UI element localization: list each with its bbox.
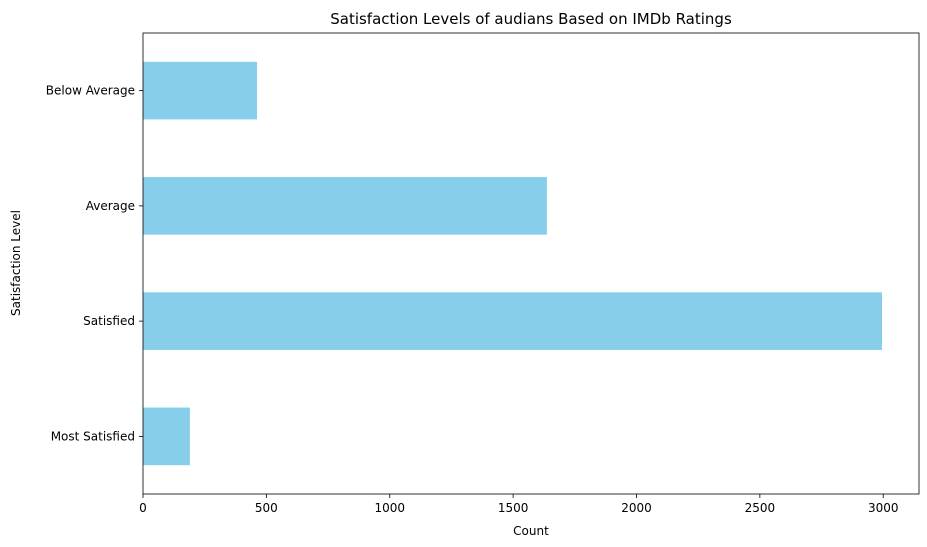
y-ticks: Below Average Average Satisfied Most Satisf…	[46, 84, 143, 443]
x-tick-label: 0	[139, 501, 147, 515]
y-tick-label: Average	[86, 199, 135, 213]
x-ticks: 0 500 1000 1500 2000 2500 3000	[139, 494, 898, 515]
bar-below-average	[143, 61, 257, 120]
plot-frame	[142, 32, 920, 495]
x-tick-label: 3000	[868, 501, 899, 515]
bar-satisfied	[143, 292, 882, 350]
x-tick-label: 1000	[374, 501, 405, 515]
x-tick-label: 500	[255, 501, 278, 515]
chart-title: Satisfaction Levels of audians Based on …	[330, 10, 732, 28]
y-tick-label: Most Satisfied	[51, 429, 135, 443]
x-tick-label: 2000	[621, 501, 652, 515]
x-axis-label: Count	[513, 524, 549, 538]
bar-most-satisfied	[143, 407, 190, 466]
bar-average	[143, 177, 547, 235]
bars-group	[143, 61, 882, 466]
x-tick-label: 2500	[745, 501, 776, 515]
y-tick-label: Below Average	[46, 84, 135, 98]
y-axis-label: Satisfaction Level	[9, 210, 23, 316]
y-tick-label: Satisfied	[83, 314, 135, 328]
x-tick-label: 1500	[498, 501, 529, 515]
